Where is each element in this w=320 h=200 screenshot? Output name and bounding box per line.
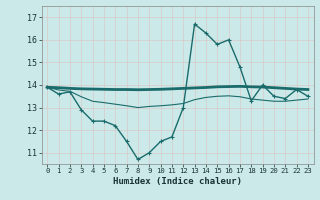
X-axis label: Humidex (Indice chaleur): Humidex (Indice chaleur) [113,177,242,186]
